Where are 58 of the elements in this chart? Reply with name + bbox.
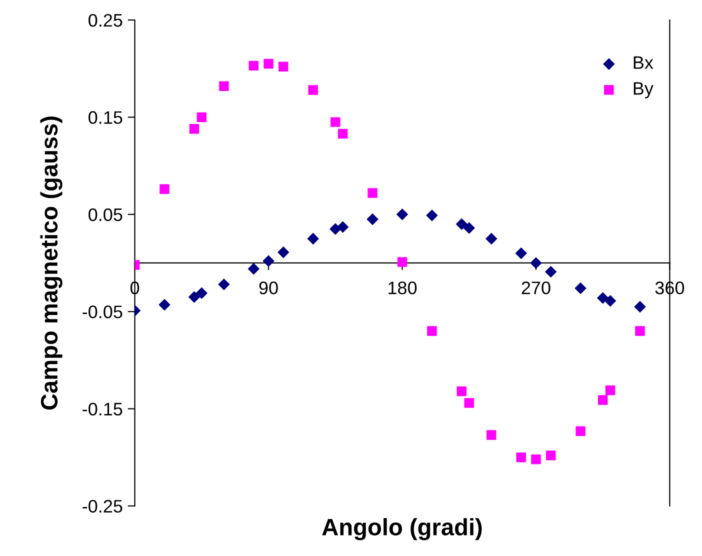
point [188,291,200,303]
point [160,184,170,194]
point [598,395,608,405]
point [426,209,438,222]
point [338,128,348,139]
point [264,58,274,69]
point [531,454,541,464]
legend-label: By [634,82,654,98]
point [635,326,645,336]
point [463,222,476,234]
point [486,430,496,440]
point [456,218,468,230]
point [366,213,378,226]
point [546,450,556,460]
point [486,232,498,245]
point [397,257,408,267]
y-tick-label: 0.15 [88,111,122,124]
point [516,452,526,462]
point [464,398,474,408]
point [196,112,207,122]
point [604,295,616,307]
y-tick-label: 0.25 [88,14,122,27]
y-tick-label: 0.05 [88,208,122,222]
point [427,326,437,336]
point [596,292,609,304]
point [248,60,259,71]
x-tick-label: 180 [388,282,417,294]
point [158,298,170,311]
y-tick-label: -0.05 [82,306,122,318]
point [544,266,557,278]
y-tick-label: -0.25 [82,500,122,513]
y-axis-title: Campo magnetico (gauss) [40,116,62,410]
point [330,117,340,127]
point [189,124,200,134]
point [308,85,318,95]
point [515,247,528,260]
point [248,262,260,275]
point [307,232,319,245]
point [576,426,586,436]
point [218,278,230,290]
point [262,255,274,267]
point [277,246,290,258]
x-tick-label: 90 [259,282,278,294]
point [456,386,467,396]
point [396,208,408,220]
x-axis-title: Angolo (gradi) [322,518,482,540]
legend-label: Bx [634,56,654,69]
point [634,300,646,313]
point [605,385,616,396]
point [530,257,542,269]
x-tick-label: 270 [522,282,550,294]
point [196,287,208,300]
point [368,188,378,198]
point [336,221,349,233]
point [278,62,288,72]
y-tick-label: -0.15 [82,402,122,416]
point [219,81,229,91]
point [574,282,586,294]
